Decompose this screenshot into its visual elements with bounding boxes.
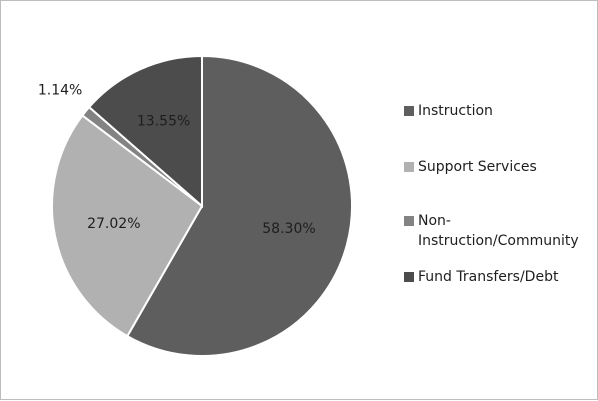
pie-slice-fund-transfers-debt bbox=[87, 54, 203, 209]
legend-label-support-services: Support Services bbox=[418, 159, 537, 175]
data-label-instruction: 58.30% bbox=[262, 221, 315, 237]
data-label-non-instruction-community: 1.14% bbox=[38, 82, 82, 98]
legend-label-non-instruction-community-line-1: Non- bbox=[418, 213, 451, 229]
legend-swatch-support-services bbox=[404, 162, 414, 172]
legend-label-non-instruction-community-line-2: Instruction/Community bbox=[418, 233, 579, 249]
legend-label-fund-transfers-debt: Fund Transfers/Debt bbox=[418, 269, 559, 285]
pie-data-labels: 58.30% 27.02% 1.14% 13.55% bbox=[38, 82, 316, 237]
pie-slices bbox=[51, 54, 353, 357]
legend-swatch-fund-transfers-debt bbox=[404, 272, 414, 282]
legend-swatch-non-instruction-community bbox=[404, 216, 414, 226]
legend-swatch-instruction bbox=[404, 106, 414, 116]
data-label-fund-transfers-debt: 13.55% bbox=[137, 113, 190, 129]
legend: Instruction Support Services Non- Instructi… bbox=[404, 103, 579, 285]
pie-slice-instruction bbox=[125, 54, 353, 357]
legend-label-instruction: Instruction bbox=[418, 103, 493, 119]
data-label-support-services: 27.02% bbox=[87, 216, 140, 232]
pie-slice-support-services bbox=[51, 114, 204, 338]
